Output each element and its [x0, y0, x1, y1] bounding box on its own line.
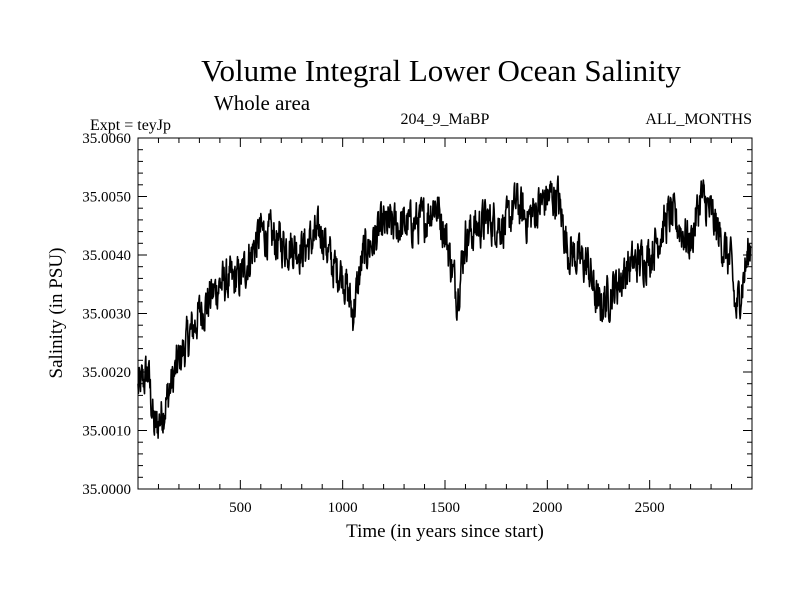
months-label: ALL_MONTHS: [645, 111, 752, 128]
plot-frame: [137, 137, 753, 490]
chart-subtitle: Whole area: [214, 91, 311, 115]
series-line-salinity: [137, 175, 752, 439]
y-tick-label: 35.0040: [82, 248, 131, 264]
y-tick-label: 35.0010: [82, 424, 131, 440]
axis-ticks: [138, 138, 752, 489]
y-tick-label: 35.0060: [82, 131, 131, 147]
plot-area: [137, 137, 753, 490]
y-tick-label: 35.0020: [82, 365, 131, 381]
chart-title: Volume Integral Lower Ocean Salinity: [201, 53, 681, 88]
x-tick-label: 1500: [430, 500, 460, 516]
y-tick-label: 35.0050: [82, 190, 131, 206]
x-tick-label: 500: [229, 500, 252, 516]
x-tick-label: 2500: [635, 500, 665, 516]
y-tick-labels: 35.0000 35.0010 35.0020 35.0030 35.0040 35.00…: [82, 131, 131, 498]
x-axis-label: Time (in years since start): [346, 521, 544, 542]
experiment-label: Expt = teyJp: [90, 117, 171, 134]
period-label: 204_9_MaBP: [401, 111, 490, 128]
x-tick-labels: 500 1000 1500 2000 2500: [229, 500, 665, 516]
y-tick-label: 35.0030: [82, 307, 131, 323]
x-tick-label: 2000: [532, 500, 562, 516]
y-axis-label: Salinity (in PSU): [46, 248, 67, 379]
x-tick-label: 1000: [328, 500, 358, 516]
y-tick-label: 35.0000: [82, 482, 131, 498]
